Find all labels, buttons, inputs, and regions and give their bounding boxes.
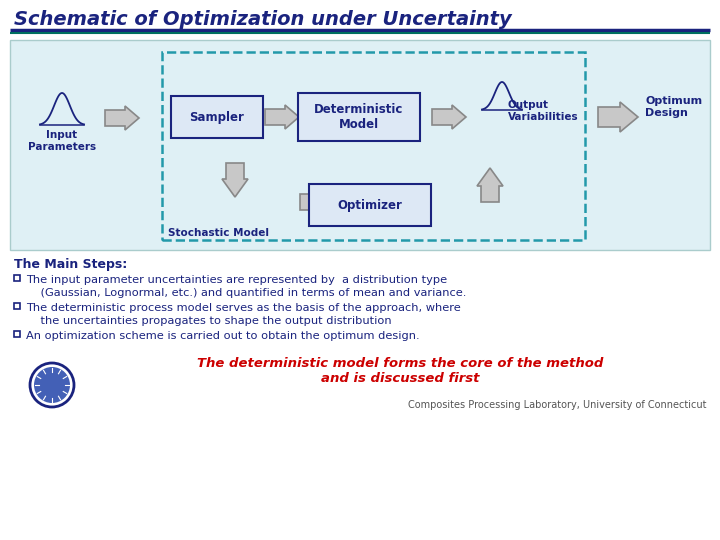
Text: Stochastic Model: Stochastic Model bbox=[168, 228, 269, 238]
Polygon shape bbox=[432, 105, 466, 129]
FancyBboxPatch shape bbox=[10, 40, 710, 250]
FancyBboxPatch shape bbox=[309, 184, 431, 226]
Text: Sampler: Sampler bbox=[189, 111, 244, 124]
Text: Deterministic
Model: Deterministic Model bbox=[315, 103, 404, 131]
Polygon shape bbox=[598, 102, 638, 132]
Text: (Gaussian, Lognormal, etc.) and quantified in terms of mean and variance.: (Gaussian, Lognormal, etc.) and quantifi… bbox=[26, 288, 467, 298]
Text: Composites Processing Laboratory, University of Connecticut: Composites Processing Laboratory, Univer… bbox=[408, 400, 706, 410]
FancyBboxPatch shape bbox=[298, 93, 420, 141]
Circle shape bbox=[34, 367, 70, 403]
Text: Optimizer: Optimizer bbox=[338, 199, 402, 212]
Text: the uncertainties propagates to shape the output distribution: the uncertainties propagates to shape th… bbox=[26, 316, 392, 326]
Text: An optimization scheme is carried out to obtain the optimum design.: An optimization scheme is carried out to… bbox=[26, 331, 420, 341]
Polygon shape bbox=[477, 168, 503, 202]
Text: Optimum
Design: Optimum Design bbox=[645, 96, 702, 118]
Text: The input parameter uncertainties are represented by  a distribution type: The input parameter uncertainties are re… bbox=[26, 275, 447, 285]
Polygon shape bbox=[265, 105, 299, 129]
Text: and is discussed first: and is discussed first bbox=[320, 372, 480, 385]
Polygon shape bbox=[105, 106, 139, 130]
Text: The deterministic model forms the core of the method: The deterministic model forms the core o… bbox=[197, 357, 603, 370]
Polygon shape bbox=[222, 163, 248, 197]
Polygon shape bbox=[300, 190, 360, 214]
Text: Input
Parameters: Input Parameters bbox=[28, 130, 96, 152]
Text: The Main Steps:: The Main Steps: bbox=[14, 258, 127, 271]
Bar bbox=[162, 52, 585, 240]
FancyBboxPatch shape bbox=[171, 96, 263, 138]
Text: Output
Variabilities: Output Variabilities bbox=[508, 100, 579, 122]
Text: The deterministic process model serves as the basis of the approach, where: The deterministic process model serves a… bbox=[26, 303, 461, 313]
Text: Schematic of Optimization under Uncertainty: Schematic of Optimization under Uncertai… bbox=[14, 10, 512, 29]
